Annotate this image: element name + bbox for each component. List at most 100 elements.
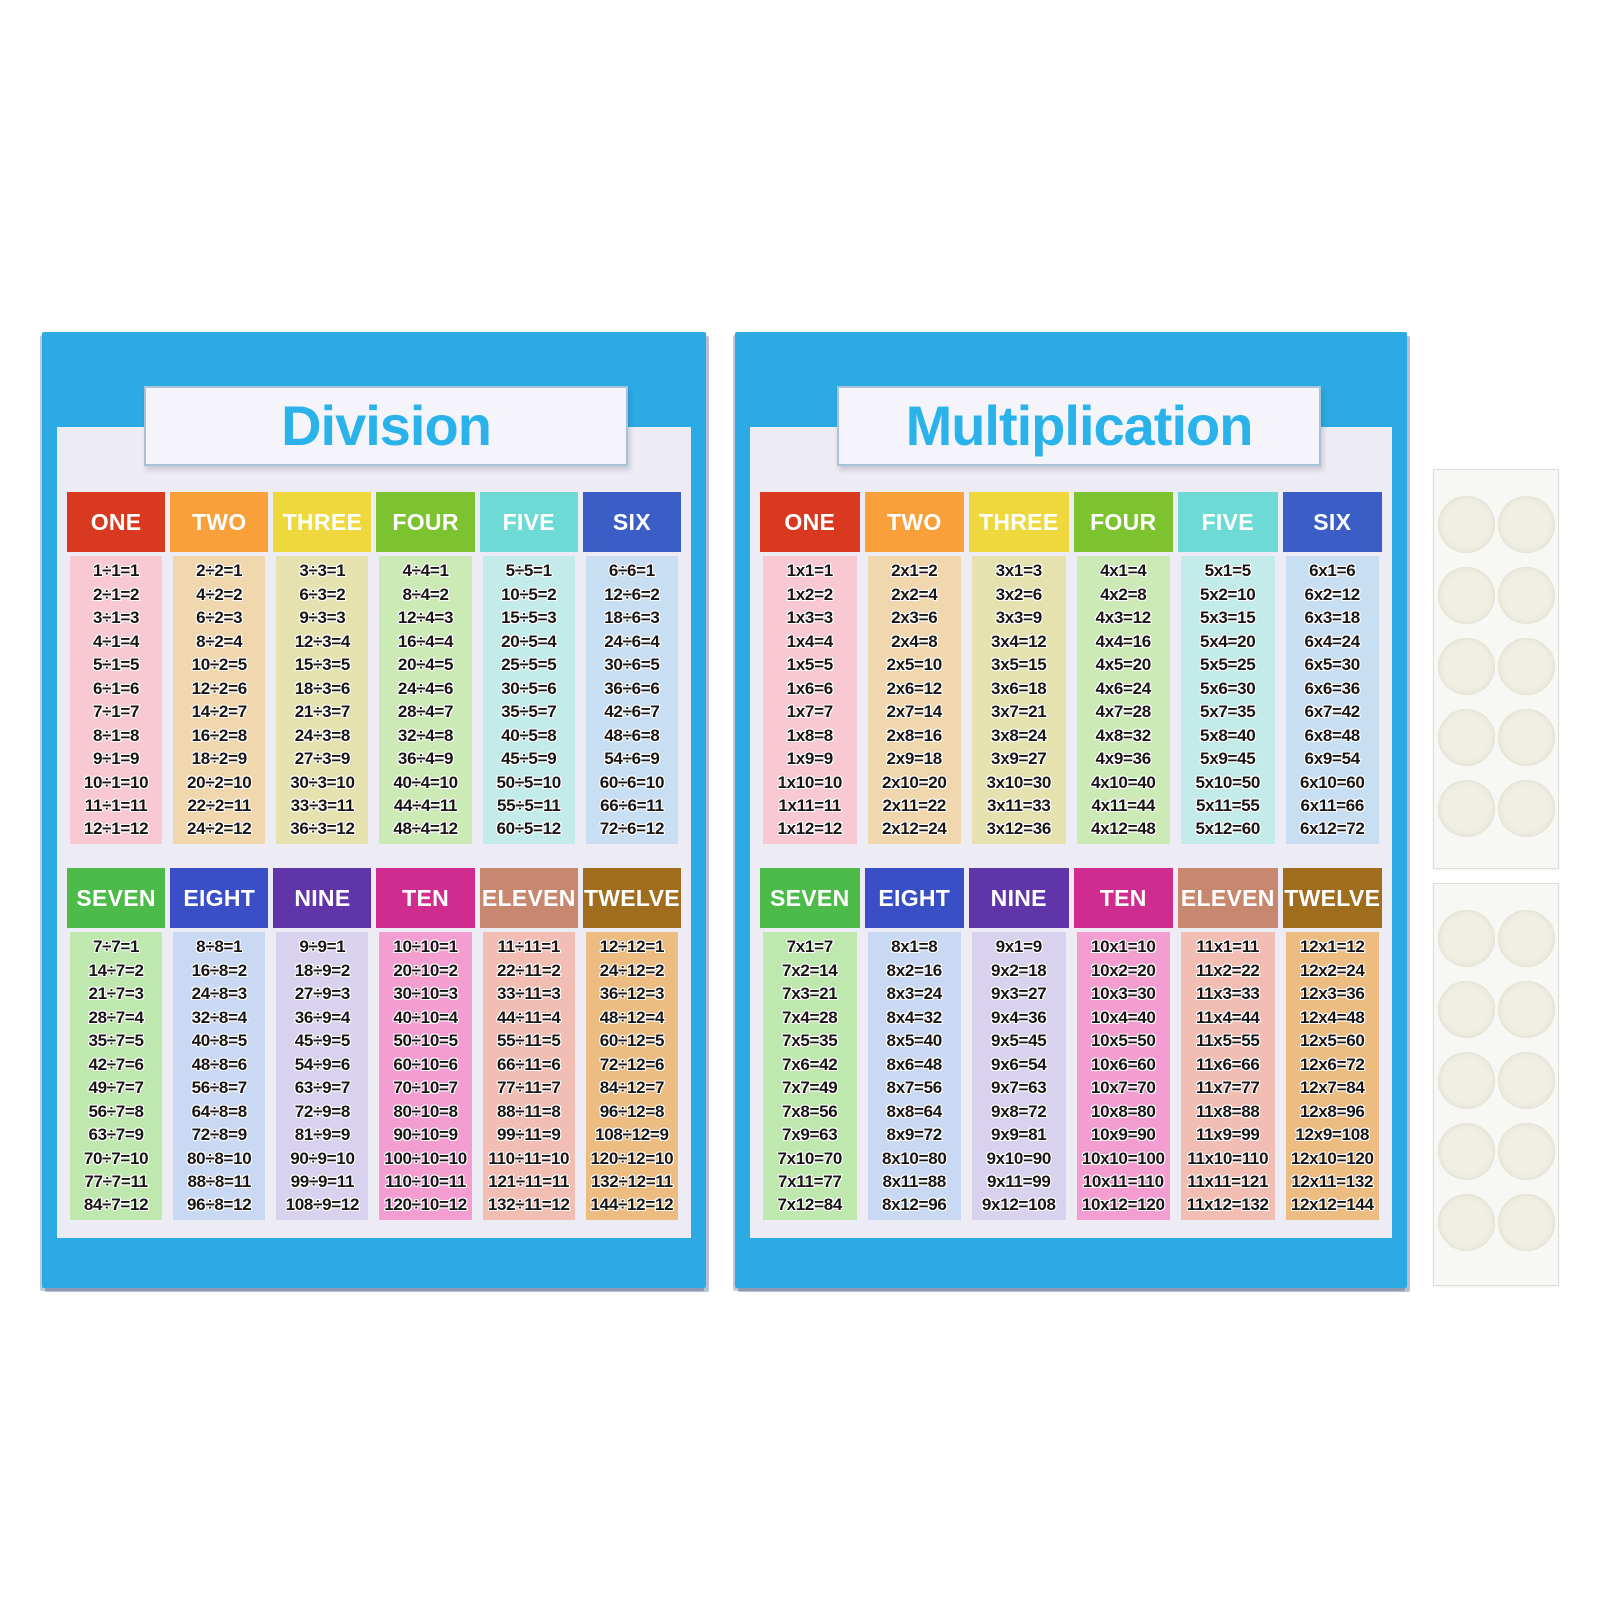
- fact: 3x3=9: [995, 608, 1043, 628]
- fact: 10x10=100: [1081, 1148, 1165, 1168]
- fact: 110÷11=10: [488, 1148, 570, 1168]
- column-header: FOUR: [1073, 492, 1173, 552]
- column-body: 4x1=4 4x2=8 4x3=12 4x4=16 4x5=20 4x6=24 4x7=28…: [1076, 556, 1170, 844]
- fact: 8x11=88: [882, 1171, 947, 1191]
- fact: 4x2=8: [1100, 584, 1147, 604]
- fact: 30÷5=6: [501, 678, 557, 698]
- sticker-dot: [1497, 780, 1555, 837]
- fact: 12x2=24: [1299, 960, 1365, 980]
- fact: 9x9=81: [991, 1125, 1047, 1145]
- fact: 11÷11=1: [497, 937, 561, 957]
- column-header: NINE: [969, 868, 1069, 928]
- fact-column: THREE 3÷3=1 6÷3=2 9÷3=3 12÷3=4 15÷3=5 18÷3=6 21…: [273, 492, 372, 844]
- fact: 8x6=48: [886, 1054, 943, 1074]
- fact-column: ONE 1÷1=1 2÷1=2 3÷1=3 4÷1=4 5÷1=5 6÷1=6 7÷1=7 8÷…: [67, 492, 166, 844]
- column-body: 1÷1=1 2÷1=2 3÷1=3 4÷1=4 5÷1=5 6÷1=6 7÷1=7 8÷1=8…: [70, 556, 163, 844]
- column-header: NINE: [273, 868, 372, 928]
- column-body: 3÷3=1 6÷3=2 9÷3=3 12÷3=4 15÷3=5 18÷3=6 21÷3=7 2…: [276, 556, 369, 844]
- sticker-dot: [1497, 709, 1555, 766]
- column-header: SEVEN: [67, 868, 166, 928]
- fact: 50÷10=5: [393, 1031, 458, 1051]
- fact: 10÷10=1: [393, 937, 458, 957]
- fact: 8x8=64: [886, 1101, 943, 1121]
- fact: 7x7=49: [782, 1078, 838, 1098]
- fact: 12x7=84: [1299, 1078, 1365, 1098]
- fact: 90÷9=10: [290, 1148, 355, 1168]
- fact: 2x9=18: [886, 749, 943, 769]
- fact: 9x1=9: [995, 937, 1043, 957]
- fact: 7x4=28: [782, 1007, 838, 1027]
- fact: 9x8=72: [991, 1101, 1047, 1121]
- fact: 56÷8=7: [191, 1078, 248, 1098]
- fact: 6x4=24: [1304, 631, 1361, 651]
- fact: 24÷8=3: [191, 984, 248, 1004]
- fact: 6x8=48: [1304, 725, 1361, 745]
- fact: 3÷3=1: [299, 561, 346, 581]
- fact: 16÷8=2: [191, 960, 248, 980]
- fact: 7x8=56: [782, 1101, 838, 1121]
- fact: 15÷3=5: [294, 655, 351, 675]
- fact: 30÷6=5: [604, 655, 660, 675]
- fact: 10x12=120: [1081, 1195, 1165, 1215]
- column-body: 2÷2=1 4÷2=2 6÷2=3 8÷2=4 10÷2=5 12÷2=6 14÷2=7 16…: [173, 556, 266, 844]
- fact: 96÷8=12: [187, 1195, 252, 1215]
- column-body: 7÷7=1 14÷7=2 21÷7=3 28÷7=4 35÷7=5 42÷7=6 49÷7=…: [70, 932, 163, 1220]
- fact-column: ELEVEN 11÷11=1 22÷11=2 33÷11=3 44÷11=4 55÷11=…: [479, 868, 578, 1220]
- fact: 12x10=120: [1290, 1148, 1374, 1168]
- column-body: 9x1=9 9x2=18 9x3=27 9x4=36 9x5=45 9x6=54 9x7=6…: [972, 932, 1066, 1220]
- fact: 7x12=84: [777, 1195, 843, 1215]
- fact: 3x6=18: [991, 678, 1047, 698]
- fact: 60÷5=12: [496, 819, 562, 839]
- column-body: 5x1=5 5x2=10 5x3=15 5x4=20 5x5=25 5x6=30 5x7=3…: [1181, 556, 1275, 844]
- fact: 2x1=2: [891, 561, 938, 581]
- sticker-dot: [1437, 496, 1495, 553]
- fact: 5x9=45: [1200, 749, 1256, 769]
- fact: 5x8=40: [1200, 725, 1256, 745]
- fact: 6x2=12: [1304, 584, 1361, 604]
- sticker-dot: [1497, 1123, 1555, 1180]
- fact: 90÷10=9: [393, 1125, 458, 1145]
- fact: 8÷8=1: [196, 937, 243, 957]
- fact: 9÷3=3: [299, 608, 346, 628]
- fact: 12x3=36: [1299, 984, 1365, 1004]
- fact: 5x1=5: [1204, 561, 1252, 581]
- fact: 4x11=44: [1091, 795, 1156, 815]
- fact: 11x11=121: [1187, 1171, 1269, 1191]
- fact: 108÷9=12: [285, 1195, 360, 1215]
- fact: 48÷6=8: [604, 725, 660, 745]
- fact: 10x2=20: [1090, 960, 1156, 980]
- sticker-dot: [1437, 981, 1495, 1038]
- fact-column: THREE 3x1=3 3x2=6 3x3=9 3x4=12 3x5=15 3x6=18 3x…: [969, 492, 1069, 844]
- fact-column: NINE 9÷9=1 18÷9=2 27÷9=3 36÷9=4 45÷9=5 54÷9=6 6…: [273, 868, 372, 1220]
- fact: 50÷5=10: [496, 772, 562, 792]
- sticker-dot: [1437, 638, 1495, 695]
- sticker-dot: [1437, 910, 1495, 967]
- fact: 10x5=50: [1090, 1031, 1156, 1051]
- fact: 100÷10=10: [384, 1148, 467, 1168]
- fact: 44÷4=11: [393, 795, 458, 815]
- fact: 22÷2=11: [187, 795, 251, 815]
- fact: 11x2=22: [1195, 960, 1260, 980]
- fact: 7x3=21: [782, 984, 838, 1004]
- fact: 2x2=4: [891, 584, 938, 604]
- fact: 72÷6=12: [599, 819, 665, 839]
- column-header: TEN: [376, 868, 475, 928]
- fact: 18÷6=3: [604, 608, 660, 628]
- fact: 1x5=5: [786, 655, 834, 675]
- column-body: 11x1=11 11x2=22 11x3=33 11x4=44 11x5=55 11x6=…: [1181, 932, 1275, 1220]
- facts-block: SEVEN 7÷7=1 14÷7=2 21÷7=3 28÷7=4 35÷7=5 42÷7=6…: [67, 868, 681, 1220]
- poster-panel: ONE 1x1=1 1x2=2 1x3=3 1x4=4 1x5=5 1x6=6 1x7=7 1x…: [750, 427, 1392, 1238]
- column-body: 1x1=1 1x2=2 1x3=3 1x4=4 1x5=5 1x6=6 1x7=7 1x8=8…: [763, 556, 857, 844]
- column-header: TWO: [170, 492, 269, 552]
- fact: 56÷7=8: [88, 1101, 144, 1121]
- fact: 6÷2=3: [196, 608, 243, 628]
- fact: 2x5=10: [886, 655, 943, 675]
- fact: 12÷4=3: [397, 608, 454, 628]
- fact: 5x12=60: [1195, 819, 1261, 839]
- fact: 36÷6=6: [604, 678, 660, 698]
- column-header: ONE: [760, 492, 860, 552]
- fact: 6÷1=6: [93, 678, 140, 698]
- fact: 27÷3=9: [294, 749, 351, 769]
- fact: 40÷4=10: [393, 772, 458, 792]
- fact: 1x12=12: [777, 819, 843, 839]
